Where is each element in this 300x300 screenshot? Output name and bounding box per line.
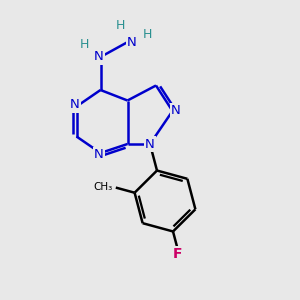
Text: F: F	[173, 247, 183, 261]
Text: H: H	[142, 28, 152, 41]
Text: N: N	[70, 98, 80, 112]
Text: N: N	[94, 148, 104, 161]
Text: CH₃: CH₃	[94, 182, 113, 192]
Text: N: N	[127, 35, 137, 49]
Text: N: N	[94, 50, 104, 64]
Text: H: H	[115, 19, 125, 32]
Text: H: H	[79, 38, 89, 52]
Text: N: N	[145, 137, 155, 151]
Text: N: N	[171, 104, 180, 118]
